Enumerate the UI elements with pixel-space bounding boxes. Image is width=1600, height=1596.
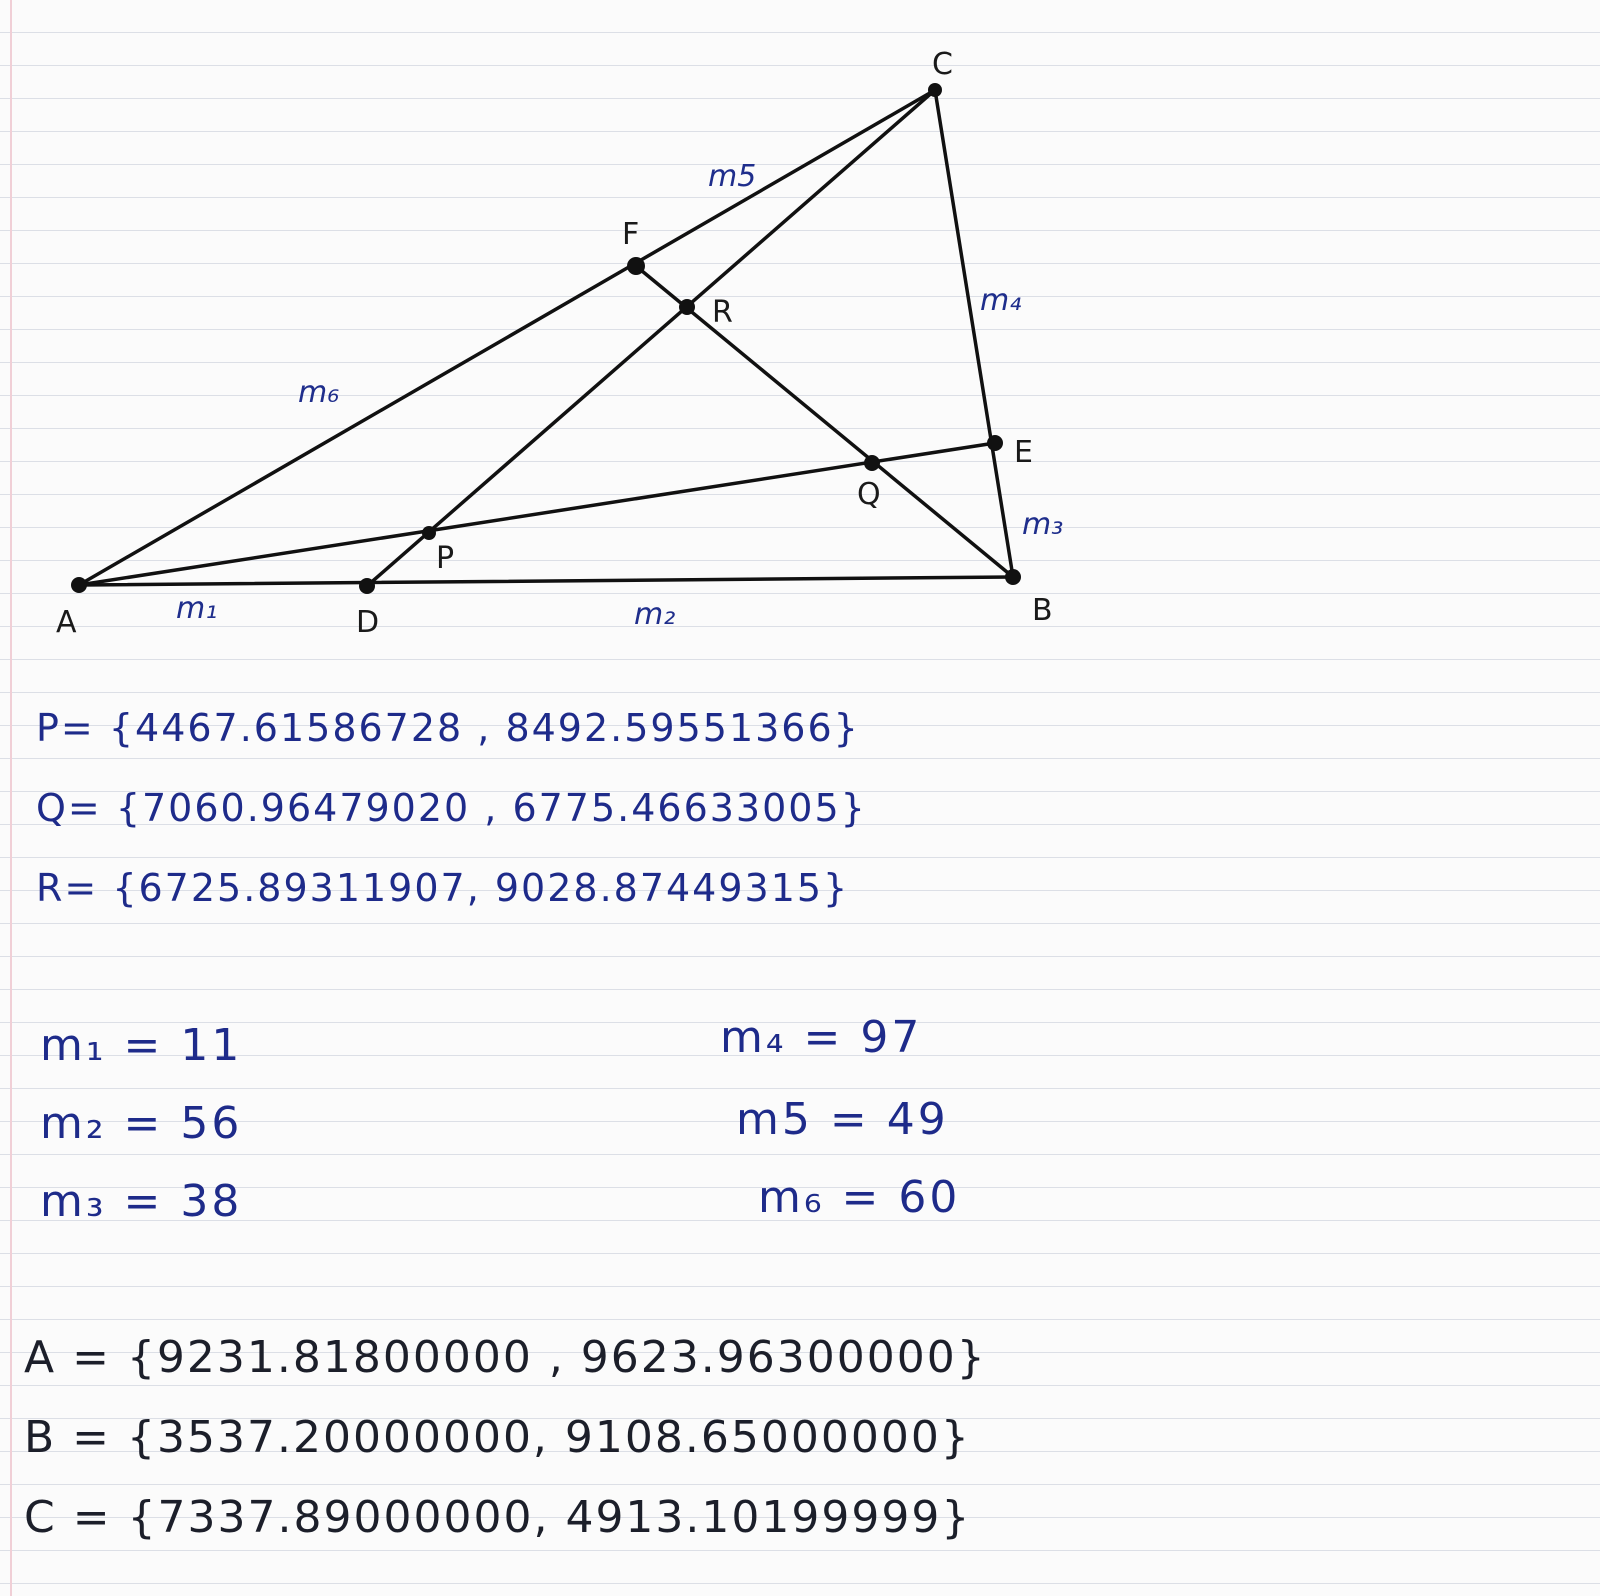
intersection-q-coords: Q= {7060.96479020 , 6775.46633005} <box>36 786 867 830</box>
point-q-dot <box>864 455 880 471</box>
point-c-label: C <box>932 47 953 82</box>
triangle-diagram: A B C D E F P Q R m₁ m₂ m₃ m₄ m5 m₆ <box>56 47 1063 640</box>
point-e-dot <box>987 435 1003 451</box>
vertex-b-coords: B = {3537.20000000, 9108.65000000} <box>24 1412 971 1463</box>
cevian-cd <box>365 88 937 588</box>
segment-ca <box>77 88 937 587</box>
segment-label-m5: m5 <box>708 159 756 194</box>
segment-label-m3: m₃ <box>1022 507 1063 542</box>
cevian-bf <box>634 264 1015 579</box>
point-d-dot <box>359 578 375 594</box>
intersection-p-coords: P= {4467.61586728 , 8492.59551366} <box>36 706 860 750</box>
point-p-dot <box>422 526 436 540</box>
point-b-dot <box>1005 569 1021 585</box>
measure-m3: m₃ = 38 <box>40 1176 243 1227</box>
point-e-label: E <box>1014 435 1033 470</box>
point-f-dot <box>627 257 645 275</box>
measure-m5: m5 = 49 <box>736 1094 949 1145</box>
point-p-label: P <box>436 541 454 576</box>
point-a-label: A <box>56 605 77 640</box>
vertex-c-coords: C = {7337.89000000, 4913.10199999} <box>24 1492 972 1543</box>
point-r-dot <box>679 299 695 315</box>
measure-m1: m₁ = 11 <box>40 1020 243 1071</box>
segment-bc <box>933 88 1015 579</box>
notebook-margin-line <box>10 0 12 1596</box>
point-d-label: D <box>356 605 379 640</box>
point-c-dot <box>928 83 942 97</box>
measure-m6: m₆ = 60 <box>758 1172 961 1223</box>
measure-m2: m₂ = 56 <box>40 1098 243 1149</box>
segment-ab <box>77 575 1015 587</box>
segment-label-m2: m₂ <box>634 597 675 632</box>
cevian-ae <box>77 441 997 587</box>
point-r-label: R <box>712 295 733 330</box>
segment-label-m4: m₄ <box>980 283 1021 318</box>
intersection-r-coords: R= {6725.89311907, 9028.87449315} <box>36 866 850 910</box>
point-q-label: Q <box>857 477 881 512</box>
segment-label-m1: m₁ <box>176 591 217 626</box>
measure-m4: m₄ = 97 <box>720 1012 923 1063</box>
point-a-dot <box>71 577 87 593</box>
segment-label-m6: m₆ <box>298 375 339 410</box>
vertex-a-coords: A = {9231.81800000 , 9623.96300000} <box>24 1332 987 1383</box>
point-f-label: F <box>622 217 639 252</box>
point-b-label: B <box>1032 593 1053 628</box>
